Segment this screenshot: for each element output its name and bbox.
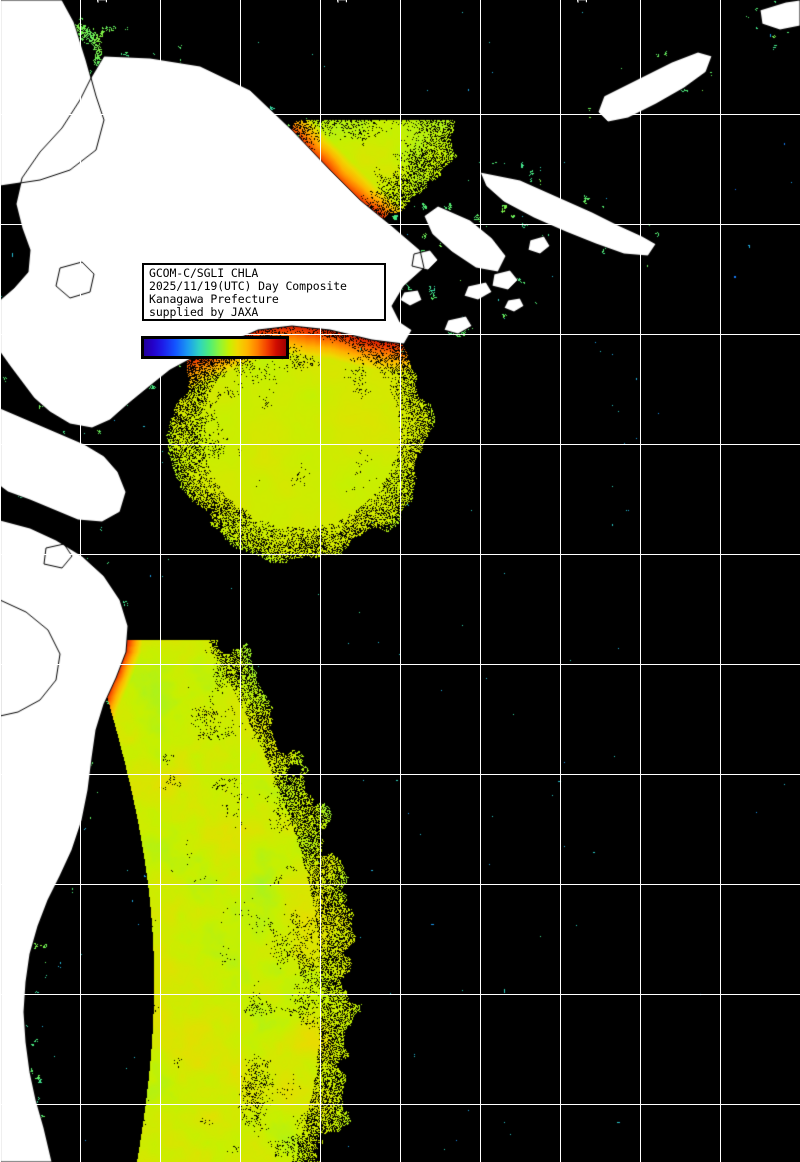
caption-line-product: GCOM-C/SGLI CHLA	[149, 266, 259, 280]
caption-box: GCOM-C/SGLI CHLA 2025/11/19(UTC) Day Com…	[142, 263, 386, 321]
caption-line-date: 2025/11/19(UTC) Day Composite	[149, 279, 347, 293]
caption-line-source: supplied by JAXA	[149, 305, 259, 319]
caption-line-region: Kanagawa Prefecture	[149, 292, 279, 306]
chlorophyll-colorbar	[141, 336, 289, 359]
